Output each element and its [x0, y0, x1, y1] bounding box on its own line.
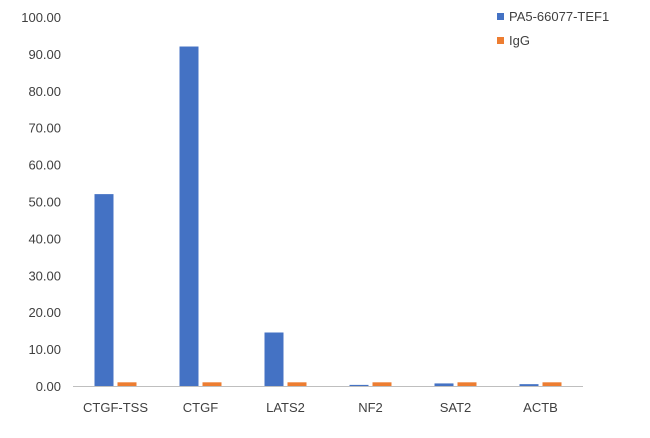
bar-pa5-66077-tef1	[349, 384, 369, 386]
legend: PA5-66077-TEF1 IgG	[497, 9, 609, 48]
legend-swatch	[497, 37, 504, 44]
bar-pa5-66077-tef1	[179, 46, 199, 387]
y-tick-label: 100.00	[21, 10, 61, 25]
legend-label: IgG	[509, 33, 530, 48]
legend-swatch	[497, 13, 504, 20]
bar-igg	[202, 382, 222, 386]
bars	[94, 46, 562, 387]
y-axis-ticks: 0.00 10.00 20.00 30.00 40.00 50.00 60.00 70.00 8…	[21, 10, 61, 394]
y-tick-label: 50.00	[28, 195, 61, 210]
x-tick-label: SAT2	[440, 400, 472, 415]
y-tick-label: 90.00	[28, 47, 61, 62]
y-tick-label: 80.00	[28, 84, 61, 99]
bar-pa5-66077-tef1	[264, 332, 284, 386]
x-tick-label: LATS2	[266, 400, 305, 415]
bar-igg	[287, 382, 307, 386]
y-tick-label: 10.00	[28, 342, 61, 357]
bar-igg	[117, 382, 137, 386]
x-tick-label: CTGF	[183, 400, 218, 415]
bar-igg	[372, 382, 392, 386]
legend-label: PA5-66077-TEF1	[509, 9, 609, 24]
x-tick-label: ACTB	[523, 400, 558, 415]
bar-pa5-66077-tef1	[94, 194, 114, 386]
y-tick-label: 40.00	[28, 231, 61, 246]
y-tick-label: 0.00	[36, 379, 61, 394]
y-tick-label: 70.00	[28, 121, 61, 136]
x-axis-ticks: CTGF-TSS CTGF LATS2 NF2 SAT2 ACTB	[83, 400, 558, 415]
y-tick-label: 60.00	[28, 158, 61, 173]
bar-pa5-66077-tef1	[519, 384, 539, 386]
bar-igg	[542, 382, 562, 386]
y-tick-label: 20.00	[28, 305, 61, 320]
bar-pa5-66077-tef1	[434, 383, 454, 386]
bar-igg	[457, 382, 477, 386]
y-tick-label: 30.00	[28, 268, 61, 283]
x-tick-label: CTGF-TSS	[83, 400, 148, 415]
x-tick-label: NF2	[358, 400, 383, 415]
